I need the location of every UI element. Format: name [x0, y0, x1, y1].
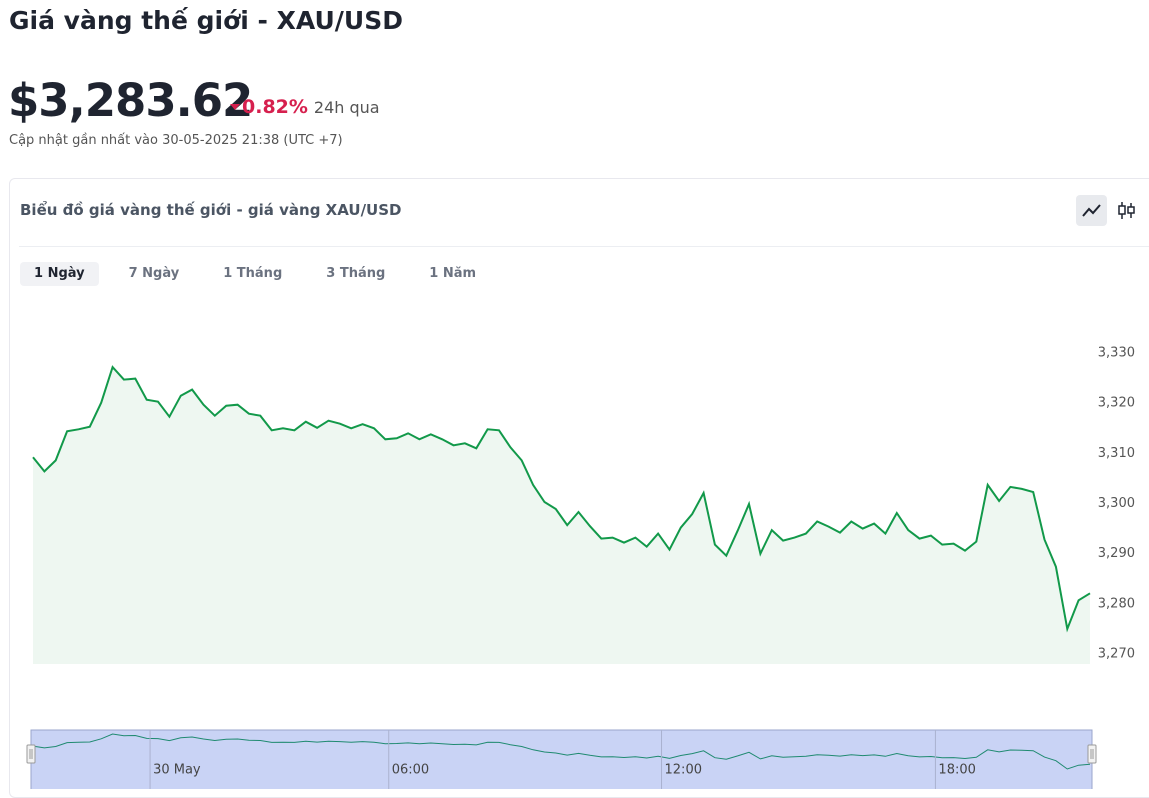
range-tab[interactable]: 3 Tháng: [326, 266, 386, 281]
range-tab[interactable]: 1 Ngày: [20, 262, 99, 286]
y-tick-label: 3,310: [1098, 446, 1135, 461]
change-row: 0.82% 24h qua: [230, 96, 380, 118]
handle-body: [1087, 744, 1097, 764]
y-tick-label: 3,330: [1098, 346, 1135, 361]
navigator-label: 12:00: [665, 763, 702, 778]
range-tab[interactable]: 1 Năm: [429, 266, 477, 281]
range-tab[interactable]: 1 Tháng: [223, 266, 283, 281]
change-period: 24h qua: [313, 98, 380, 117]
page-title: Giá vàng thế giới - XAU/USD: [9, 6, 403, 35]
navigator-handle[interactable]: [1087, 744, 1097, 764]
chart: 3,270 3,280 3,290 3,300 3,310 3,320 3,330 30 Ma…: [26, 346, 1135, 789]
navigator-line: [32, 733, 1091, 770]
line-icon: [1082, 204, 1101, 217]
navigator-window: [30, 729, 1093, 789]
navigator-label: 30 May: [153, 763, 201, 778]
candle-chart-button[interactable]: [1111, 195, 1142, 226]
line-chart-button[interactable]: [1076, 195, 1107, 226]
range-tabs: 1 Ngày 7 Ngày 1 Tháng 3 Tháng 1 Năm: [20, 262, 506, 286]
y-tick-label: 3,280: [1098, 596, 1135, 611]
navigator-handle[interactable]: [26, 744, 36, 764]
range-tab[interactable]: 7 Ngày: [128, 266, 180, 281]
card-title: Biểu đồ giá vàng thế giới - giá vàng XAU…: [20, 201, 402, 219]
y-tick-label: 3,320: [1098, 396, 1135, 411]
handle-body: [26, 744, 36, 764]
navigator-label: 18:00: [938, 763, 975, 778]
line: [32, 365, 1091, 633]
divider: [19, 246, 1149, 247]
y-tick-label: 3,270: [1098, 646, 1135, 661]
navigator-label: 06:00: [392, 763, 429, 778]
y-tick-label: 3,300: [1098, 496, 1135, 511]
updated-time: Cập nhật gần nhất vào 30-05-2025 21:38 (…: [9, 133, 343, 148]
down-arrow: [230, 104, 240, 110]
change-value: 0.82%: [242, 96, 308, 118]
price: $3,283.62: [8, 74, 253, 127]
candle-icon: [1118, 202, 1135, 219]
change: 0.82%: [230, 96, 308, 118]
y-tick-label: 3,290: [1098, 546, 1135, 561]
area: [33, 367, 1090, 664]
